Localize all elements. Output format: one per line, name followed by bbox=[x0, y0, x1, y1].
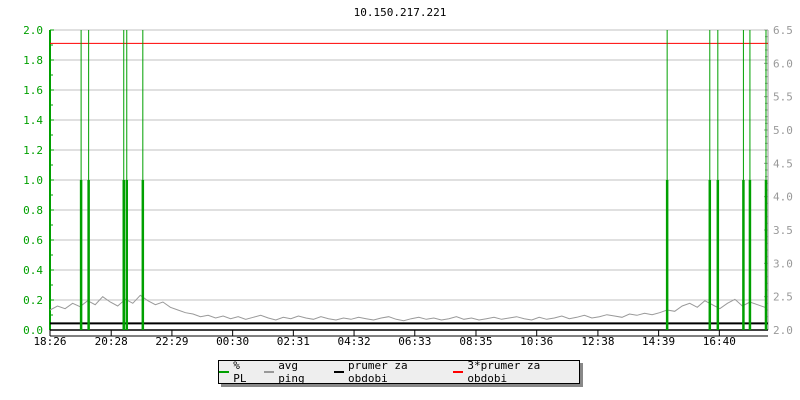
right-tick-label: 6.0 bbox=[773, 57, 793, 70]
legend-item-average: prumer za obdobi bbox=[333, 359, 447, 385]
legend-label: % PL bbox=[233, 359, 247, 385]
left-tick-label: 0.0 bbox=[23, 324, 43, 337]
left-tick-label: 1.8 bbox=[23, 54, 43, 67]
right-tick-label: 3.0 bbox=[773, 257, 793, 270]
left-tick-label: 0.4 bbox=[23, 264, 43, 277]
x-tick-label: 08:35 bbox=[459, 335, 492, 348]
x-tick-label: 20:28 bbox=[95, 335, 128, 348]
x-tick-label: 14:39 bbox=[642, 335, 675, 348]
left-tick-label: 1.6 bbox=[23, 84, 43, 97]
legend-label: avg ping bbox=[278, 359, 305, 385]
x-tick-label: 00:30 bbox=[216, 335, 249, 348]
legend-label: prumer za obdobi bbox=[347, 359, 408, 385]
left-tick-label: 0.6 bbox=[23, 234, 43, 247]
legend-item-3x-average: 3*prumer za obdobi bbox=[453, 359, 579, 385]
legend: % PL avg ping prumer za obdobi 3*prumer … bbox=[218, 359, 580, 385]
right-tick-label: 4.0 bbox=[773, 191, 793, 204]
legend-item-pl: % PL bbox=[219, 359, 258, 385]
left-tick-label: 0.8 bbox=[23, 204, 43, 217]
right-tick-label: 5.0 bbox=[773, 124, 793, 137]
x-tick-label: 18:26 bbox=[33, 335, 66, 348]
left-tick-label: 2.0 bbox=[23, 24, 43, 37]
right-tick-label: 4.5 bbox=[773, 157, 793, 170]
left-tick-label: 1.2 bbox=[23, 144, 43, 157]
right-tick-label: 5.5 bbox=[773, 91, 793, 104]
left-tick-label: 0.2 bbox=[23, 294, 43, 307]
left-tick-label: 1.0 bbox=[23, 174, 43, 187]
x-tick-label: 22:29 bbox=[155, 335, 188, 348]
legend-item-avg-ping: avg ping bbox=[263, 359, 328, 385]
right-tick-label: 6.5 bbox=[773, 24, 793, 37]
right-tick-label: 3.5 bbox=[773, 224, 793, 237]
right-tick-label: 2.5 bbox=[773, 291, 793, 304]
x-tick-label: 04:32 bbox=[337, 335, 370, 348]
left-tick-label: 1.4 bbox=[23, 114, 43, 127]
x-tick-label: 06:33 bbox=[398, 335, 431, 348]
right-tick-label: 2.0 bbox=[773, 324, 793, 337]
x-tick-label: 10:36 bbox=[520, 335, 553, 348]
x-tick-label: 16:40 bbox=[703, 335, 736, 348]
chart-title: 10.150.217.221 bbox=[353, 6, 447, 19]
x-tick-label: 12:38 bbox=[581, 335, 614, 348]
avg-ping-line bbox=[49, 294, 766, 322]
x-tick-label: 02:31 bbox=[277, 335, 310, 348]
legend-label: 3*prumer za obdobi bbox=[467, 359, 541, 385]
